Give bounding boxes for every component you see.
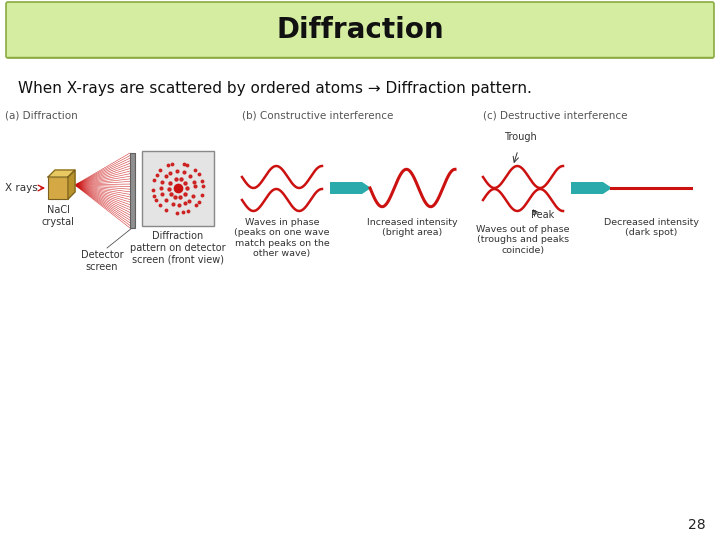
Text: X rays: X rays — [5, 183, 37, 193]
Text: When X-rays are scattered by ordered atoms → Diffraction pattern.: When X-rays are scattered by ordered ato… — [18, 80, 532, 96]
FancyArrow shape — [330, 182, 371, 194]
Text: Decreased intensity
(dark spot): Decreased intensity (dark spot) — [603, 218, 698, 238]
Bar — [48, 177, 68, 199]
Text: Diffraction: Diffraction — [276, 16, 444, 44]
Text: Waves out of phase
(troughs and peaks
coincide): Waves out of phase (troughs and peaks co… — [476, 225, 570, 255]
FancyBboxPatch shape — [6, 2, 714, 58]
Polygon shape — [68, 170, 75, 199]
Text: (c) Destructive interference: (c) Destructive interference — [483, 110, 628, 120]
Text: Waves in phase
(peaks on one wave
match peaks on the
other wave): Waves in phase (peaks on one wave match … — [234, 218, 330, 258]
Bar — [130, 153, 135, 228]
Bar — [142, 151, 214, 226]
Text: Increased intensity
(bright area): Increased intensity (bright area) — [366, 218, 457, 238]
Text: (b) Constructive interference: (b) Constructive interference — [242, 110, 393, 120]
Text: 28: 28 — [688, 518, 706, 532]
Text: (a) Diffraction: (a) Diffraction — [5, 110, 78, 120]
Polygon shape — [48, 170, 75, 177]
Text: NaCl
crystal: NaCl crystal — [42, 205, 74, 227]
Text: Peak: Peak — [531, 210, 554, 220]
FancyArrow shape — [571, 182, 612, 194]
Text: Trough: Trough — [503, 132, 536, 142]
Text: Diffraction
pattern on detector
screen (front view): Diffraction pattern on detector screen (… — [130, 231, 226, 264]
Text: Detector
screen: Detector screen — [81, 250, 123, 272]
